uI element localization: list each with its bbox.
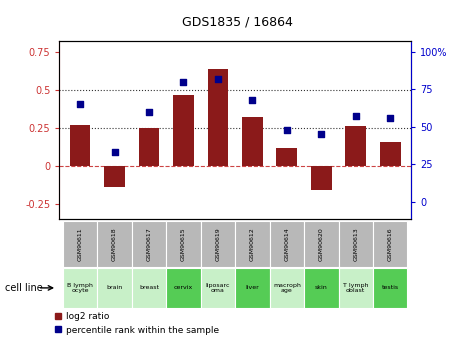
Point — [145, 109, 153, 115]
Bar — [339, 221, 373, 267]
Text: GSM90615: GSM90615 — [181, 227, 186, 261]
Bar — [200, 221, 235, 267]
Bar — [373, 268, 408, 308]
Bar — [139, 128, 159, 166]
Text: GSM90614: GSM90614 — [285, 227, 289, 261]
Bar — [97, 221, 132, 267]
Bar — [104, 166, 125, 187]
Text: GSM90619: GSM90619 — [215, 227, 220, 261]
Text: GSM90611: GSM90611 — [77, 227, 83, 261]
Bar — [173, 95, 194, 166]
Text: GSM90618: GSM90618 — [112, 227, 117, 261]
Text: GSM90612: GSM90612 — [250, 227, 255, 261]
Bar — [208, 69, 228, 166]
Point — [352, 114, 360, 119]
Text: breast: breast — [139, 285, 159, 290]
Bar — [311, 166, 332, 190]
Point — [180, 79, 187, 85]
Bar — [242, 117, 263, 166]
Text: macroph
age: macroph age — [273, 283, 301, 293]
Point — [214, 76, 222, 81]
Point — [283, 127, 291, 132]
Point — [386, 115, 394, 120]
Bar — [345, 126, 366, 166]
Text: GSM90616: GSM90616 — [388, 227, 393, 261]
Text: GSM90617: GSM90617 — [146, 227, 152, 261]
Bar — [304, 268, 339, 308]
Text: skin: skin — [315, 285, 328, 290]
Point — [76, 101, 84, 107]
Text: liver: liver — [246, 285, 259, 290]
Bar — [276, 148, 297, 166]
Bar — [270, 268, 304, 308]
Bar — [235, 268, 270, 308]
Bar — [97, 268, 132, 308]
Text: B lymph
ocyte: B lymph ocyte — [67, 283, 93, 293]
Bar — [339, 268, 373, 308]
Text: GSM90620: GSM90620 — [319, 227, 324, 261]
Bar — [270, 221, 304, 267]
Bar — [166, 221, 200, 267]
Text: cervix: cervix — [174, 285, 193, 290]
Text: cell line: cell line — [5, 283, 42, 293]
Bar — [63, 268, 97, 308]
Text: T lymph
oblast: T lymph oblast — [343, 283, 369, 293]
Text: GSM90613: GSM90613 — [353, 227, 358, 261]
Text: GDS1835 / 16864: GDS1835 / 16864 — [182, 16, 293, 29]
Bar — [373, 221, 408, 267]
Bar — [70, 125, 90, 166]
Bar — [235, 221, 270, 267]
Bar — [63, 221, 97, 267]
Legend: log2 ratio, percentile rank within the sample: log2 ratio, percentile rank within the s… — [55, 312, 219, 335]
Point — [111, 149, 118, 155]
Bar — [132, 268, 166, 308]
Bar — [132, 221, 166, 267]
Text: testis: testis — [381, 285, 399, 290]
Point — [248, 97, 256, 102]
Text: liposarc
oma: liposarc oma — [206, 283, 230, 293]
Bar — [304, 221, 339, 267]
Bar — [200, 268, 235, 308]
Text: brain: brain — [106, 285, 123, 290]
Point — [317, 131, 325, 137]
Bar — [166, 268, 200, 308]
Bar — [380, 142, 400, 166]
